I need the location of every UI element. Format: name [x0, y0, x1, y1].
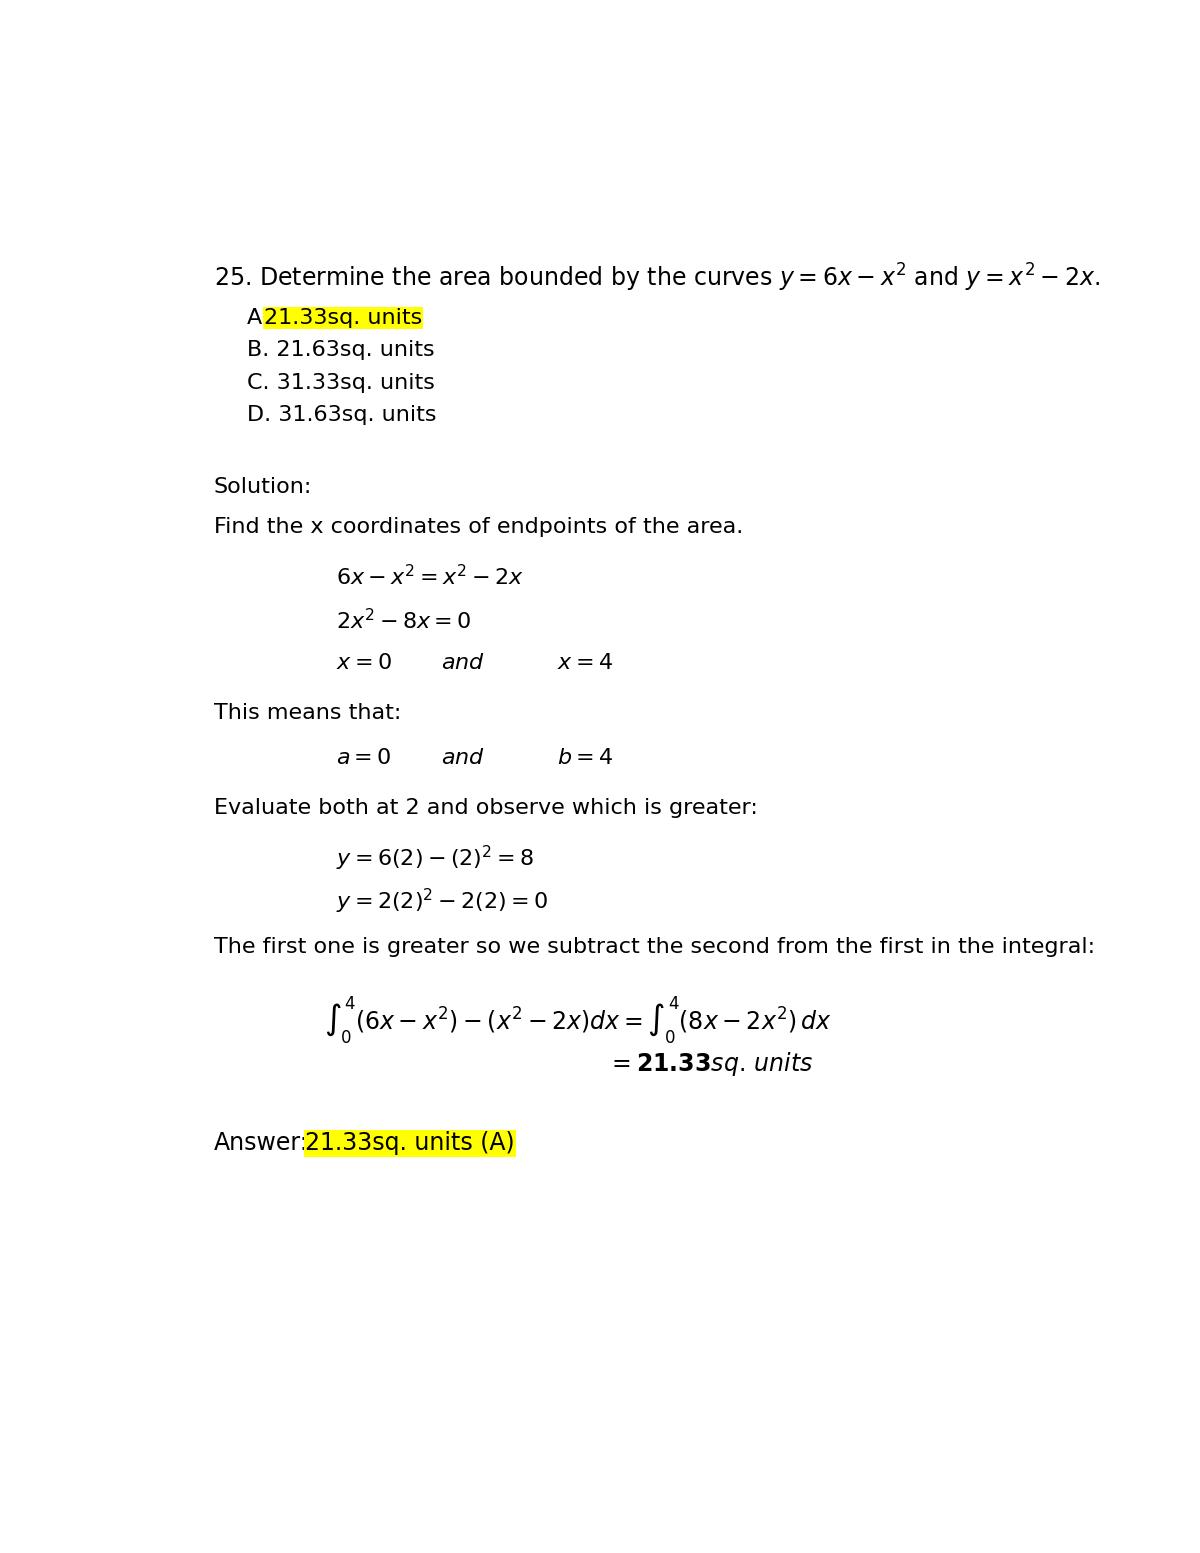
Text: Find the x coordinates of endpoints of the area.: Find the x coordinates of endpoints of t… — [214, 517, 743, 537]
Text: 25. Determine the area bounded by the curves $y = 6x - x^2$ and $y = x^2 - 2x$.: 25. Determine the area bounded by the cu… — [214, 262, 1099, 294]
Text: $x = 4$: $x = 4$ — [557, 652, 613, 672]
Text: $y = 6(2) - (2)^2 = 8$: $y = 6(2) - (2)^2 = 8$ — [336, 843, 534, 873]
Text: $a = 0$: $a = 0$ — [336, 747, 391, 767]
Text: Answer:: Answer: — [214, 1131, 308, 1155]
Text: $y = 2(2)^2 - 2(2) = 0$: $y = 2(2)^2 - 2(2) = 0$ — [336, 887, 548, 916]
Text: This means that:: This means that: — [214, 704, 401, 724]
Text: $x = 0$: $x = 0$ — [336, 652, 392, 672]
Text: $2x^2 - 8x = 0$: $2x^2 - 8x = 0$ — [336, 609, 472, 634]
Text: Evaluate both at 2 and observe which is greater:: Evaluate both at 2 and observe which is … — [214, 798, 757, 818]
Text: $and$: $and$ — [440, 652, 485, 672]
Text: C. 31.33sq. units: C. 31.33sq. units — [247, 373, 434, 393]
Text: $6x - x^2 = x^2 - 2x$: $6x - x^2 = x^2 - 2x$ — [336, 564, 524, 589]
Text: 21.33sq. units (A): 21.33sq. units (A) — [305, 1131, 515, 1155]
Text: $= \mathbf{21.33}\mathit{sq.\,units}$: $= \mathbf{21.33}\mathit{sq.\,units}$ — [607, 1050, 814, 1078]
Text: $\int_0^4 (6x - x^2) - (x^2 - 2x)dx = \int_0^4 (8x - 2x^2)\,dx$: $\int_0^4 (6x - x^2) - (x^2 - 2x)dx = \i… — [324, 995, 832, 1047]
Text: The first one is greater so we subtract the second from the first in the integra: The first one is greater so we subtract … — [214, 936, 1094, 957]
Text: $b = 4$: $b = 4$ — [557, 747, 613, 767]
Text: Solution:: Solution: — [214, 477, 312, 497]
Text: B. 21.63sq. units: B. 21.63sq. units — [247, 340, 434, 360]
Text: $and$: $and$ — [440, 747, 485, 767]
Text: 21.33sq. units: 21.33sq. units — [264, 307, 422, 328]
Text: D. 31.63sq. units: D. 31.63sq. units — [247, 405, 437, 426]
Text: A.: A. — [247, 307, 269, 328]
